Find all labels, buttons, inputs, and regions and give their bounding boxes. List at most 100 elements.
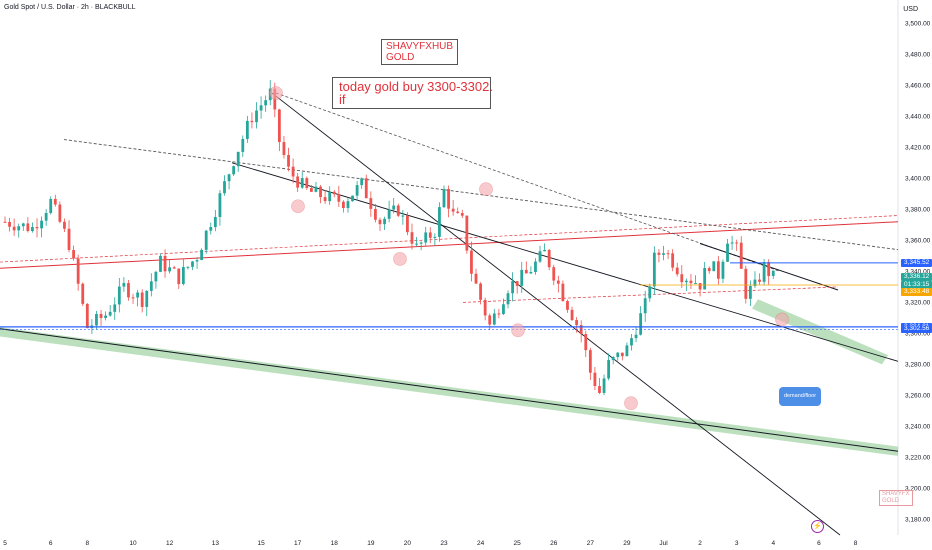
dashed-descending-line[interactable] [275, 92, 781, 272]
candle-body [172, 267, 176, 269]
x-tick-label: 29 [623, 540, 631, 547]
candle-body [40, 220, 43, 229]
candle-body [168, 267, 172, 272]
highlight-circle[interactable] [269, 86, 283, 100]
candle-body [213, 216, 217, 228]
highlight-circle[interactable] [624, 396, 638, 410]
price-axis: 3,180.00 3,200.00 3,220.00 3,240.00 3,260.00… [905, 20, 931, 523]
candle-body [154, 271, 158, 282]
candle-body [753, 279, 757, 286]
candle-body [108, 311, 112, 316]
alert-bolt-icon[interactable]: ⚡ [811, 520, 824, 533]
highlight-circle[interactable] [511, 323, 525, 338]
long-support-line[interactable] [0, 328, 899, 452]
candle-body [616, 352, 620, 358]
candle-body [259, 105, 263, 111]
currency-label: USD [903, 6, 918, 13]
candle-body [44, 213, 48, 221]
watermark-text: SHAVYFX GOLD [882, 491, 910, 504]
candle-body [122, 283, 126, 287]
candle-body [625, 345, 629, 357]
candle-body [177, 268, 181, 285]
candle-body [570, 309, 574, 321]
candle-body [630, 338, 633, 346]
dashed-resistance-line[interactable] [63, 139, 899, 251]
candle-body [492, 313, 496, 325]
y-tick-label: 3,340.00 [905, 268, 931, 275]
candle-body [666, 253, 670, 255]
candle-body [351, 195, 354, 202]
candle-body [652, 252, 656, 287]
candle-body [566, 301, 569, 310]
candle-body [95, 313, 98, 326]
candle-body [136, 292, 140, 298]
candle-body [383, 218, 386, 225]
candle-body [3, 221, 7, 223]
candle-body [26, 223, 30, 232]
highlight-circle[interactable] [775, 312, 789, 327]
highlight-circle[interactable] [291, 199, 305, 214]
candle-body [241, 138, 245, 152]
highlight-circle[interactable] [393, 252, 407, 266]
candle-body [657, 252, 661, 255]
candle-body [346, 201, 350, 209]
candle-body [689, 280, 693, 284]
candle-body [8, 221, 11, 227]
candle-body [767, 262, 771, 277]
brand-annotation[interactable]: SHAVYFXHUB GOLD [381, 39, 459, 65]
y-tick-label: 3,460.00 [905, 82, 931, 89]
demand-floor-text: demand/floor [783, 393, 817, 399]
x-tick-label: 25 [514, 540, 522, 547]
black-descending-line-2[interactable] [231, 162, 899, 362]
candle-body [360, 178, 364, 186]
candle-body [245, 120, 249, 139]
candle-body [21, 223, 25, 227]
price-tag: 01:33:15 [901, 280, 932, 289]
candle-body [337, 194, 341, 202]
candle-body [195, 260, 199, 262]
candle-body [250, 120, 254, 123]
x-tick-label: 24 [477, 540, 485, 547]
candle-body [81, 283, 85, 304]
y-tick-label: 3,200.00 [905, 485, 931, 492]
black-descending-line[interactable] [271, 92, 841, 536]
trade-note-annotation[interactable]: today gold buy 3300-3302. if [332, 77, 493, 109]
candle-body [223, 181, 226, 194]
candle-body [364, 178, 368, 199]
candle-body [598, 386, 601, 393]
candle-body [584, 334, 588, 351]
y-tick-label: 3,260.00 [905, 392, 931, 399]
highlight-circle[interactable] [479, 182, 493, 196]
candle-body [488, 315, 492, 325]
candle-body [227, 174, 231, 182]
x-tick-label: Jul [659, 540, 668, 547]
candle-body [593, 372, 597, 387]
candle-body [428, 232, 432, 238]
candle-body [305, 178, 309, 188]
candle-body [49, 198, 53, 214]
candle-body [506, 293, 510, 305]
candle-body [442, 189, 446, 208]
price-tag: 3,302.56 [901, 325, 932, 334]
candle-body [296, 176, 300, 188]
candle-body [707, 267, 711, 272]
candle-body [438, 207, 441, 237]
candle-body [684, 280, 688, 283]
candle-body [515, 281, 519, 286]
y-tick-label: 3,420.00 [905, 144, 931, 151]
candle-body [401, 215, 405, 217]
x-tick-label: 3 [735, 540, 739, 547]
x-tick-label: 13 [212, 540, 220, 547]
candle-body [332, 191, 336, 195]
x-tick-label: 17 [294, 540, 302, 547]
candle-body [323, 197, 327, 202]
demand-floor-callout[interactable]: demand/floor [779, 387, 821, 406]
x-tick-label: 4 [771, 540, 775, 547]
candle-body [575, 320, 579, 326]
candle-body [204, 230, 208, 250]
candle-body [264, 100, 268, 106]
candle-body [716, 261, 720, 279]
y-tick-label: 3,320.00 [905, 299, 931, 306]
candle-body [451, 208, 455, 212]
candle-body [602, 378, 606, 393]
